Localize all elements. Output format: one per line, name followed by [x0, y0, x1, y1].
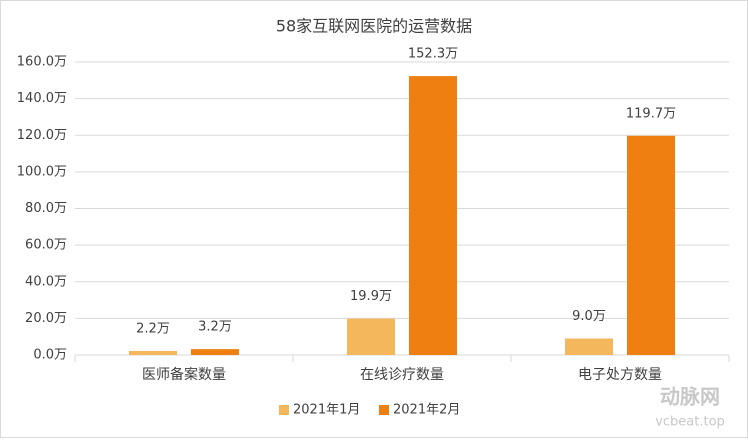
y-tick-label: 60.0万: [25, 238, 67, 253]
value-label: 19.9万: [350, 289, 392, 304]
y-tick-label: 120.0万: [17, 128, 67, 143]
watermark: vcbeat.top: [655, 415, 725, 430]
y-tick-label: 100.0万: [17, 164, 67, 179]
y-tick-label: 0.0万: [33, 348, 67, 363]
bar: [627, 135, 675, 355]
x-tick-label: 医师备案数量: [142, 366, 226, 383]
bar: [347, 318, 395, 355]
bar: [129, 350, 177, 355]
value-label: 152.3万: [408, 47, 458, 62]
legend-swatch: [279, 405, 289, 415]
y-tick-label: 140.0万: [17, 91, 67, 106]
value-label: 119.7万: [626, 106, 676, 121]
y-tick-label: 80.0万: [25, 201, 67, 216]
legend-label: 2021年2月: [393, 403, 460, 418]
y-tick-label: 160.0万: [17, 55, 67, 70]
y-tick-label: 20.0万: [25, 311, 67, 326]
value-label: 2.2万: [136, 321, 170, 336]
x-tick-label: 在线诊疗数量: [360, 367, 444, 383]
bar: [191, 349, 239, 355]
bar: [409, 76, 457, 356]
value-label: 3.2万: [198, 320, 232, 335]
watermark: 动脉网: [660, 385, 720, 409]
x-tick-label: 电子处方数量: [578, 367, 662, 383]
value-label: 9.0万: [572, 309, 606, 324]
chart-title: 58家互联网医院的运营数据: [276, 17, 472, 36]
bar: [565, 338, 613, 355]
legend-swatch: [379, 405, 389, 415]
legend-label: 2021年1月: [293, 403, 360, 418]
y-tick-label: 40.0万: [25, 274, 67, 289]
